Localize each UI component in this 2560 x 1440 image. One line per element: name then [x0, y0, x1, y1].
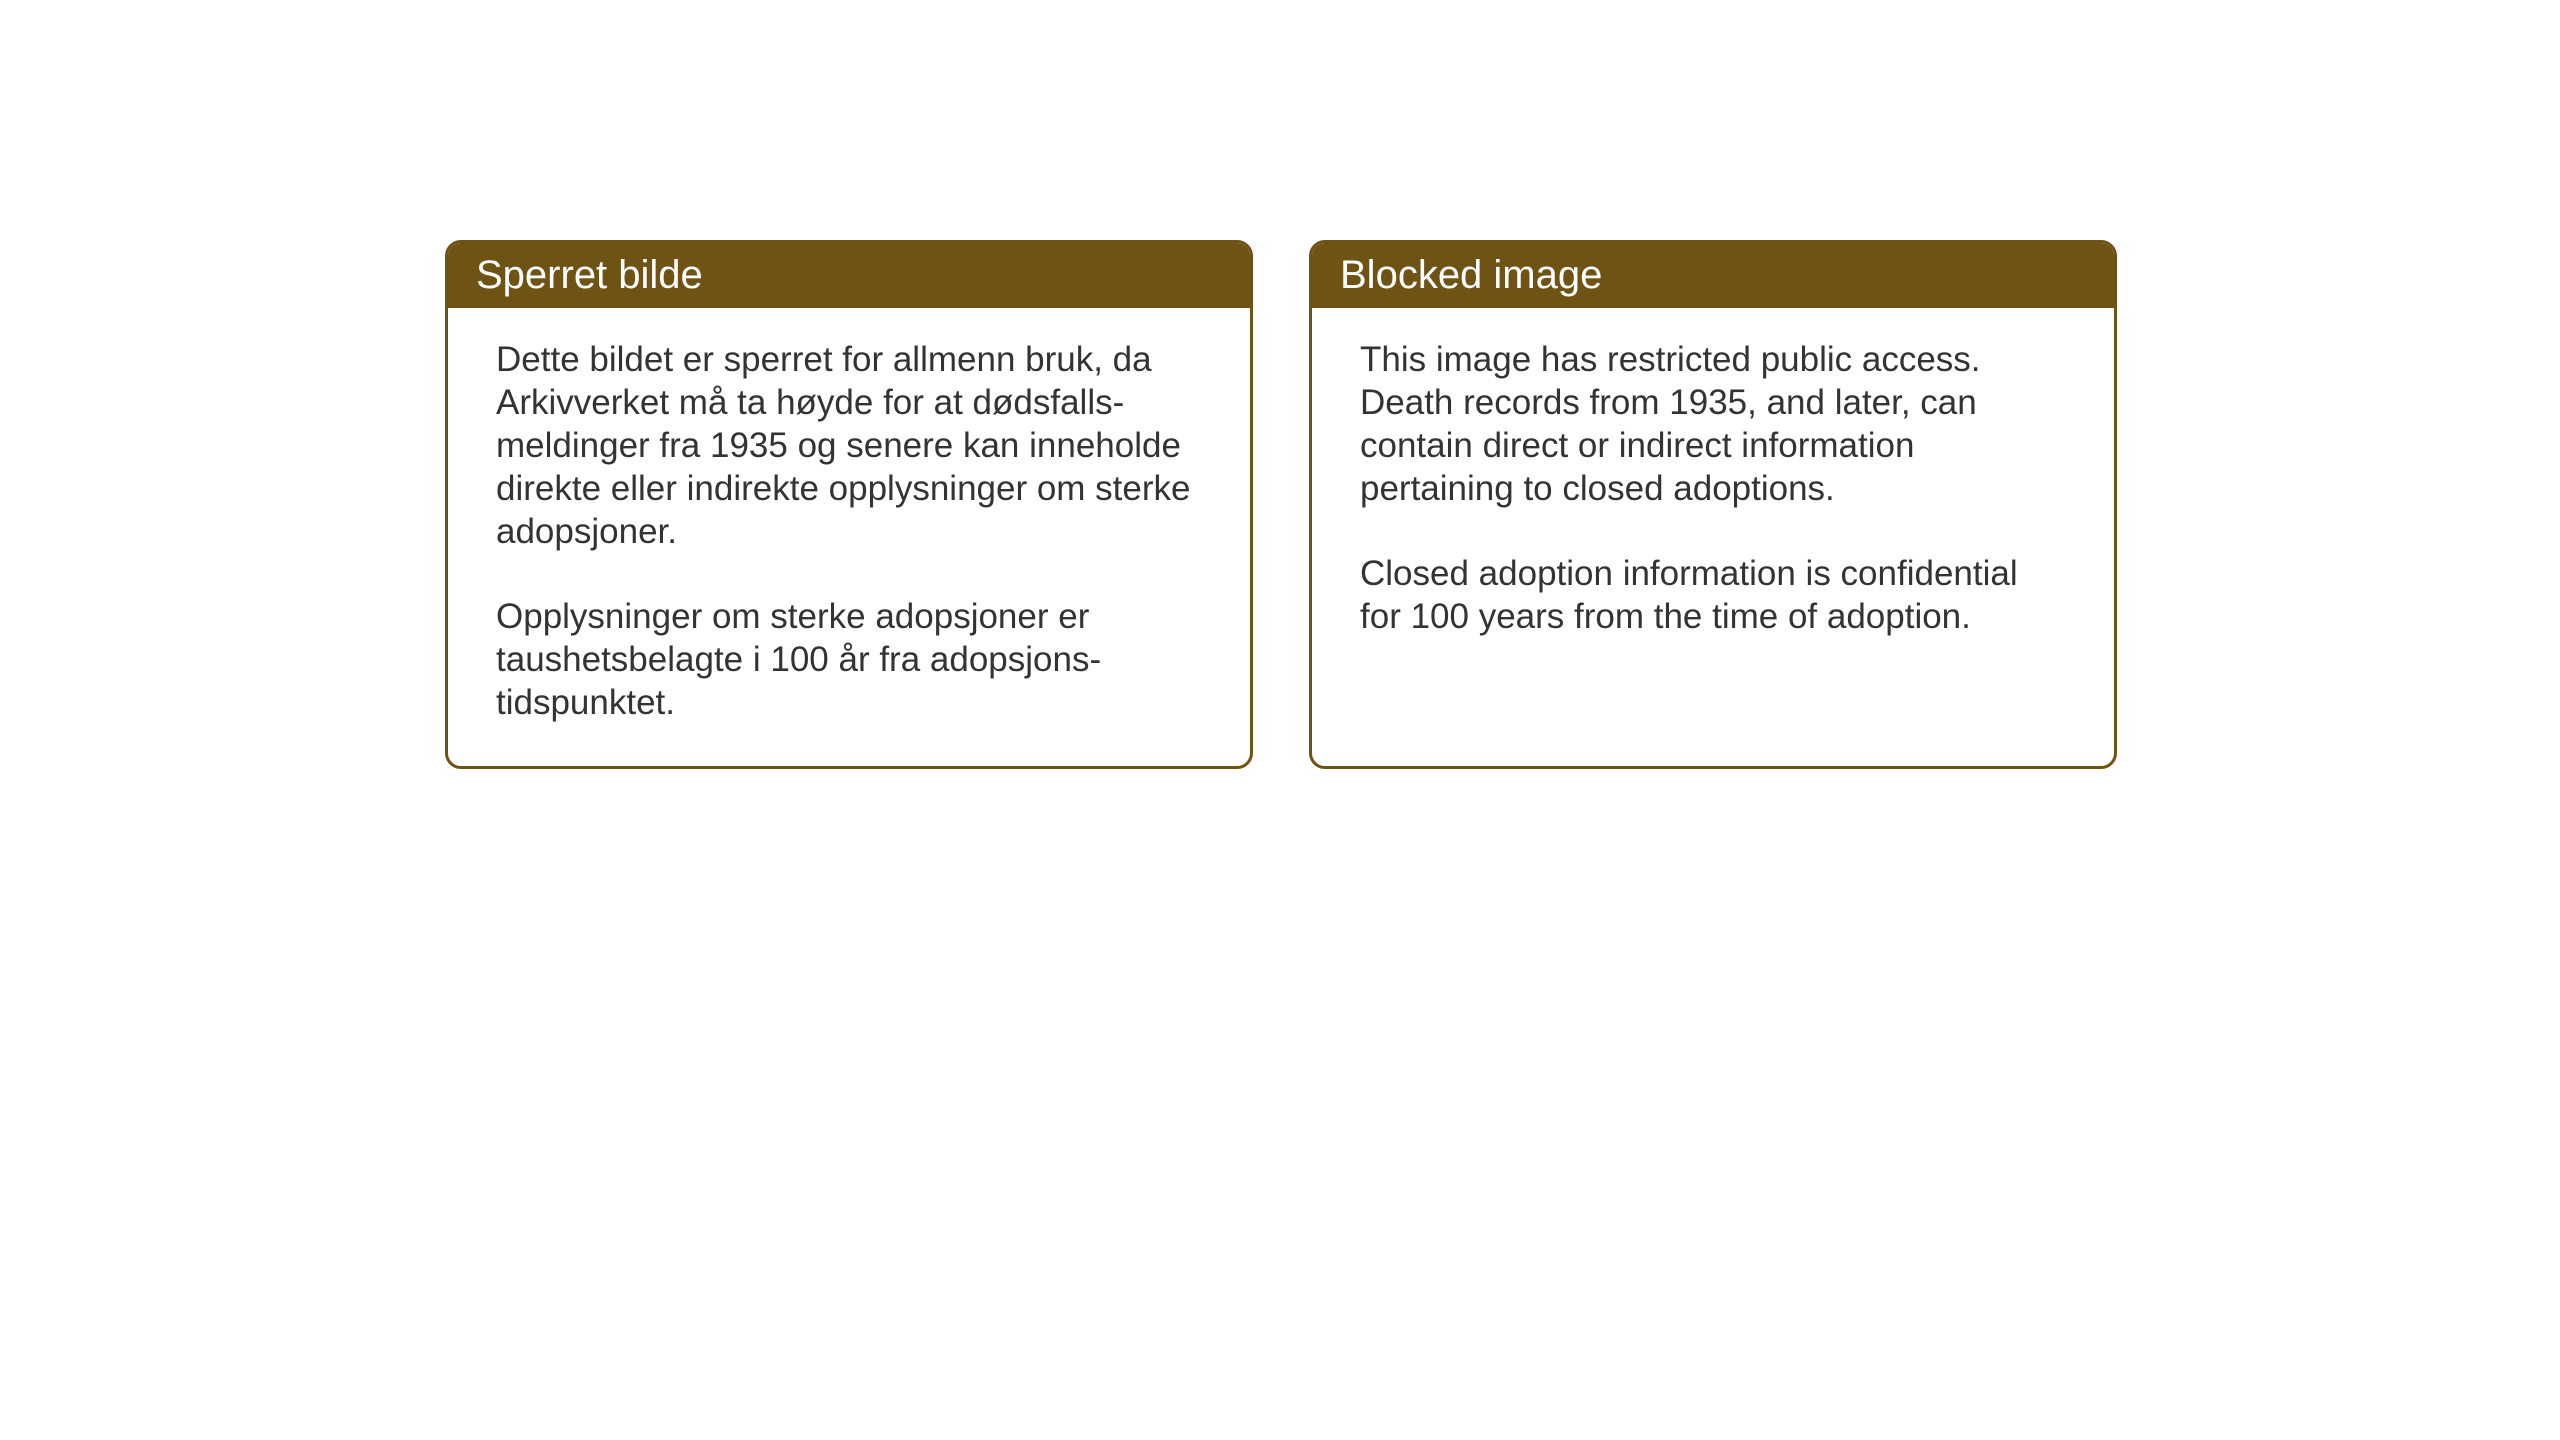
- notice-container: Sperret bilde Dette bildet er sperret fo…: [445, 240, 2117, 769]
- norwegian-paragraph-1: Dette bildet er sperret for allmenn bruk…: [496, 338, 1202, 553]
- english-paragraph-2: Closed adoption information is confident…: [1360, 552, 2066, 638]
- norwegian-paragraph-2: Opplysninger om sterke adopsjoner er tau…: [496, 595, 1202, 724]
- english-card-title: Blocked image: [1340, 253, 1602, 297]
- norwegian-card-title: Sperret bilde: [476, 253, 703, 297]
- norwegian-notice-card: Sperret bilde Dette bildet er sperret fo…: [445, 240, 1253, 769]
- english-card-header: Blocked image: [1312, 243, 2114, 308]
- english-paragraph-1: This image has restricted public access.…: [1360, 338, 2066, 510]
- english-notice-card: Blocked image This image has restricted …: [1309, 240, 2117, 769]
- norwegian-card-header: Sperret bilde: [448, 243, 1250, 308]
- english-card-body: This image has restricted public access.…: [1312, 308, 2114, 680]
- norwegian-card-body: Dette bildet er sperret for allmenn bruk…: [448, 308, 1250, 766]
